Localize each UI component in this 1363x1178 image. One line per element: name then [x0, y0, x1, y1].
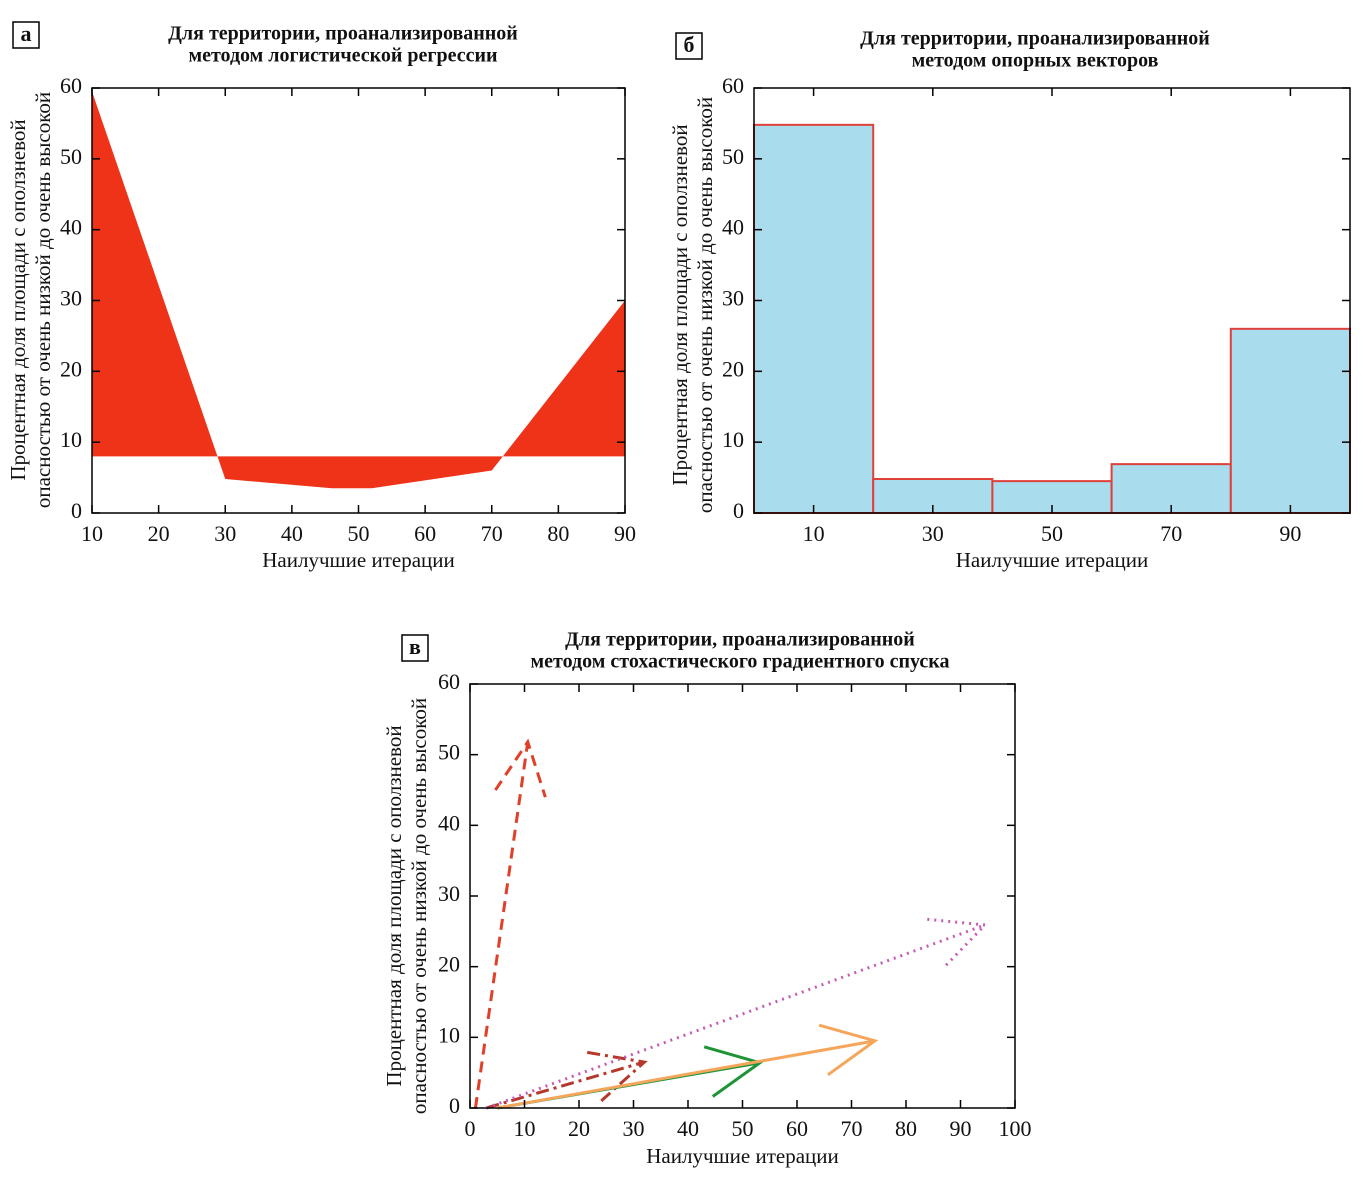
arrow-head — [494, 738, 547, 798]
x-tick-label: 50 — [348, 521, 370, 546]
x-tick-label: 60 — [786, 1116, 808, 1141]
panel-label: в — [409, 634, 421, 659]
x-tick-label: 90 — [1279, 521, 1301, 546]
y-tick-label: 50 — [438, 740, 460, 765]
y-tick-label: 20 — [722, 356, 744, 381]
chart-title: Для территории, проанализированной — [565, 629, 915, 651]
y-tick-label: 10 — [60, 427, 82, 452]
chart-title: Для территории, проанализированной — [860, 28, 1210, 50]
panel-box — [12, 21, 40, 49]
chart-title: методом опорных векторов — [912, 50, 1159, 72]
panel-label: а — [21, 21, 32, 46]
y-tick-label: 60 — [722, 73, 744, 98]
arrow-line — [485, 1060, 645, 1110]
x-tick-label: 70 — [1160, 521, 1182, 546]
y-tick-label: 10 — [438, 1022, 460, 1047]
y-tick-label: 30 — [438, 881, 460, 906]
y-axis-label: Процентная доля площади с оползневой — [382, 725, 406, 1086]
x-tick-label: 90 — [614, 521, 636, 546]
y-tick-label: 0 — [71, 498, 82, 523]
y-tick-label: 40 — [60, 215, 82, 240]
chart-title: Для территории, проанализированной — [168, 23, 518, 45]
y-axis-label: опасностью от очень низкой до очень высо… — [407, 698, 431, 1114]
y-tick-label: 50 — [722, 144, 744, 169]
x-axis-label: Наилучшие итерации — [646, 1144, 839, 1168]
y-tick-label: 40 — [438, 810, 460, 835]
panel-box — [675, 32, 703, 60]
area — [92, 91, 625, 489]
x-tick-label: 80 — [895, 1116, 917, 1141]
y-tick-label: 30 — [722, 286, 744, 311]
x-tick-label: 20 — [148, 521, 170, 546]
y-axis-label: опасностью от очень низкой до очень высо… — [31, 92, 55, 508]
x-tick-label: 10 — [803, 521, 825, 546]
x-tick-label: 40 — [281, 521, 303, 546]
arrow-head — [818, 1023, 879, 1077]
x-tick-label: 0 — [465, 1116, 476, 1141]
y-axis-label: Процентная доля площади с оползневой — [6, 119, 30, 480]
plot-frame — [469, 683, 1016, 1109]
y-tick-label: 20 — [60, 356, 82, 381]
arrow-line — [496, 1039, 876, 1110]
x-axis-label: Наилучшие итерации — [262, 548, 455, 572]
x-tick-label: 20 — [568, 1116, 590, 1141]
x-tick-label: 80 — [547, 521, 569, 546]
x-tick-label: 50 — [732, 1116, 754, 1141]
x-tick-label: 30 — [214, 521, 236, 546]
x-tick-label: 70 — [841, 1116, 863, 1141]
x-tick-label: 30 — [623, 1116, 645, 1141]
x-tick-label: 50 — [1041, 521, 1063, 546]
y-axis-label: Процентная доля площади с оползневой — [668, 124, 692, 485]
panel-box — [401, 634, 429, 662]
y-tick-label: 60 — [60, 73, 82, 98]
x-tick-label: 40 — [677, 1116, 699, 1141]
x-tick-label: 30 — [922, 521, 944, 546]
y-tick-label: 0 — [733, 498, 744, 523]
x-tick-label: 10 — [514, 1116, 536, 1141]
y-tick-label: 10 — [722, 427, 744, 452]
arrow-line — [473, 741, 530, 1109]
x-tick-label: 10 — [81, 521, 103, 546]
y-axis-label: опасностью от очень низкой до очень высо… — [693, 97, 717, 513]
y-tick-label: 50 — [60, 144, 82, 169]
x-tick-label: 100 — [999, 1116, 1032, 1141]
x-tick-label: 90 — [950, 1116, 972, 1141]
y-tick-label: 60 — [438, 669, 460, 694]
x-axis-label: Наилучшие итерации — [956, 548, 1149, 572]
y-tick-label: 20 — [438, 952, 460, 977]
panel-label: б — [684, 32, 695, 57]
x-tick-label: 70 — [481, 521, 503, 546]
chart-title: методом стохастического градиентного спу… — [531, 651, 950, 673]
arrow-head — [927, 917, 989, 968]
chart-title: методом логистической регрессии — [188, 45, 497, 67]
y-tick-label: 40 — [722, 215, 744, 240]
arrow-line — [485, 923, 986, 1110]
bar — [753, 123, 875, 514]
bar — [1229, 327, 1352, 515]
y-tick-label: 30 — [60, 286, 82, 311]
y-tick-label: 0 — [449, 1093, 460, 1118]
x-tick-label: 60 — [414, 521, 436, 546]
